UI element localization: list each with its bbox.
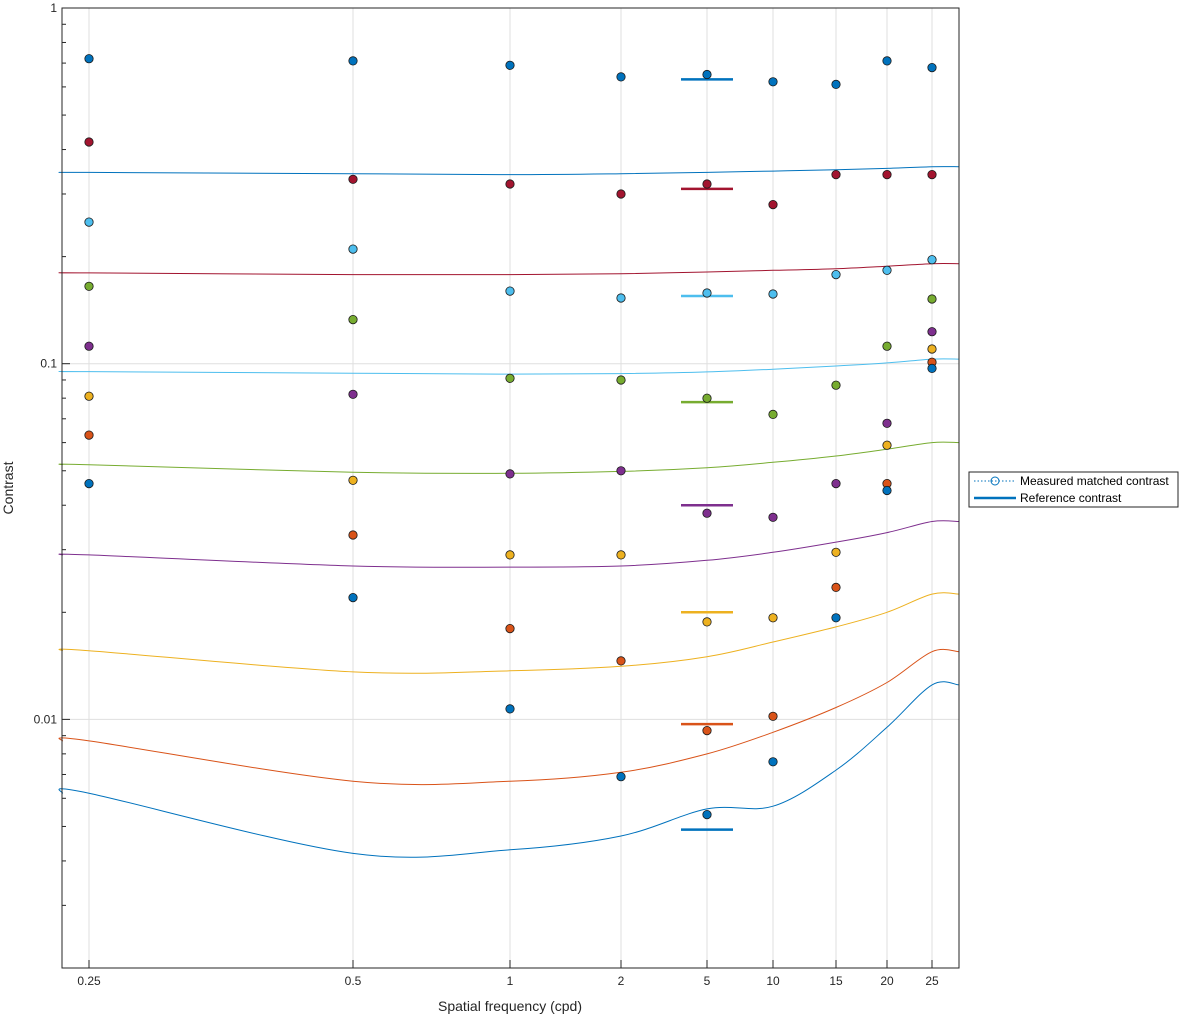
data-point xyxy=(702,725,712,736)
y-tick-label: 1 xyxy=(50,1,57,15)
data-point xyxy=(927,294,937,304)
data-point xyxy=(505,623,515,634)
data-point xyxy=(348,389,358,399)
data-point xyxy=(882,56,892,66)
data-point xyxy=(831,269,841,280)
data-point xyxy=(768,757,778,767)
data-point xyxy=(927,327,937,337)
legend-box xyxy=(968,471,1179,508)
data-point xyxy=(927,62,937,73)
data-point xyxy=(84,391,94,401)
fitted-curve xyxy=(58,648,960,786)
data-point xyxy=(616,466,626,476)
data-point xyxy=(768,200,778,210)
data-point xyxy=(505,469,515,479)
data-point xyxy=(702,617,712,627)
data-point xyxy=(505,179,515,189)
data-point xyxy=(768,711,778,721)
data-point xyxy=(505,373,515,383)
data-point xyxy=(882,485,892,496)
data-point xyxy=(882,440,892,450)
data-point xyxy=(505,704,515,714)
data-point xyxy=(616,375,626,385)
legend-reference-label: Reference contrast xyxy=(1020,491,1122,505)
data-point xyxy=(348,475,358,485)
data-point xyxy=(348,314,358,325)
data-point xyxy=(831,613,841,623)
axis-ticks: 0.25 0.5 1 2 5 10 15 20 250.010.11 xyxy=(34,1,939,988)
data-point xyxy=(348,56,358,66)
legend-measured-marker xyxy=(990,476,1000,486)
data-point xyxy=(84,430,94,440)
data-point xyxy=(831,582,841,593)
data-point xyxy=(348,592,358,603)
data-point xyxy=(84,281,94,291)
data-point xyxy=(831,170,841,180)
x-tick-label: 2 xyxy=(618,974,625,988)
data-point xyxy=(616,293,626,303)
data-point xyxy=(768,512,778,522)
data-point xyxy=(616,72,626,82)
data-point xyxy=(831,547,841,557)
data-point xyxy=(616,772,626,782)
data-point xyxy=(927,255,937,265)
data-point xyxy=(84,54,94,64)
fitted-curve xyxy=(58,592,960,674)
data-point xyxy=(702,69,712,80)
data-point xyxy=(702,179,712,189)
x-tick-label: 0.25 xyxy=(77,974,101,988)
data-point xyxy=(882,418,892,428)
data-point xyxy=(84,341,94,351)
data-point xyxy=(927,363,937,373)
data-point xyxy=(84,137,94,147)
data-point xyxy=(768,289,778,299)
data-point xyxy=(702,393,712,403)
data-point xyxy=(616,550,626,560)
x-tick-label: 25 xyxy=(925,974,939,988)
data-point xyxy=(831,79,841,90)
measured-points xyxy=(84,54,937,820)
data-point xyxy=(927,170,937,180)
x-axis-label: Spatial frequency (cpd) xyxy=(438,998,582,1014)
data-point xyxy=(702,288,712,298)
fitted-curve xyxy=(58,520,960,568)
x-tick-label: 10 xyxy=(766,974,780,988)
y-tick-label: 0.1 xyxy=(40,357,57,371)
data-point xyxy=(702,809,712,820)
x-tick-label: 15 xyxy=(829,974,843,988)
legend-measured-label: Measured matched contrast xyxy=(1020,474,1169,488)
data-point xyxy=(768,77,778,87)
x-tick-label: 1 xyxy=(507,974,514,988)
reference-contrast-markers xyxy=(681,78,733,831)
data-point xyxy=(831,380,841,390)
data-point xyxy=(616,656,626,666)
x-tick-label: 5 xyxy=(704,974,711,988)
data-point xyxy=(348,530,358,540)
data-point xyxy=(505,60,515,70)
x-tick-label: 20 xyxy=(880,974,894,988)
data-point xyxy=(882,341,892,351)
data-point xyxy=(882,170,892,180)
fitted-curve xyxy=(58,358,960,375)
data-point xyxy=(616,189,626,199)
x-tick-label: 0.5 xyxy=(345,974,362,988)
data-point xyxy=(505,286,515,296)
data-point xyxy=(84,478,94,489)
data-point xyxy=(768,409,778,419)
legend: Measured matched contrast Reference cont… xyxy=(968,471,1179,508)
data-point xyxy=(831,478,841,489)
fitted-curve xyxy=(58,681,960,858)
y-axis-label: Contrast xyxy=(0,461,16,514)
y-tick-label: 0.01 xyxy=(34,712,58,726)
data-point xyxy=(927,344,937,354)
data-point xyxy=(348,244,358,254)
data-point xyxy=(768,613,778,623)
data-point xyxy=(505,550,515,560)
data-point xyxy=(348,174,358,184)
data-point xyxy=(702,508,712,518)
data-point xyxy=(882,265,892,275)
fitted-curve xyxy=(58,166,960,176)
data-point xyxy=(84,217,94,227)
